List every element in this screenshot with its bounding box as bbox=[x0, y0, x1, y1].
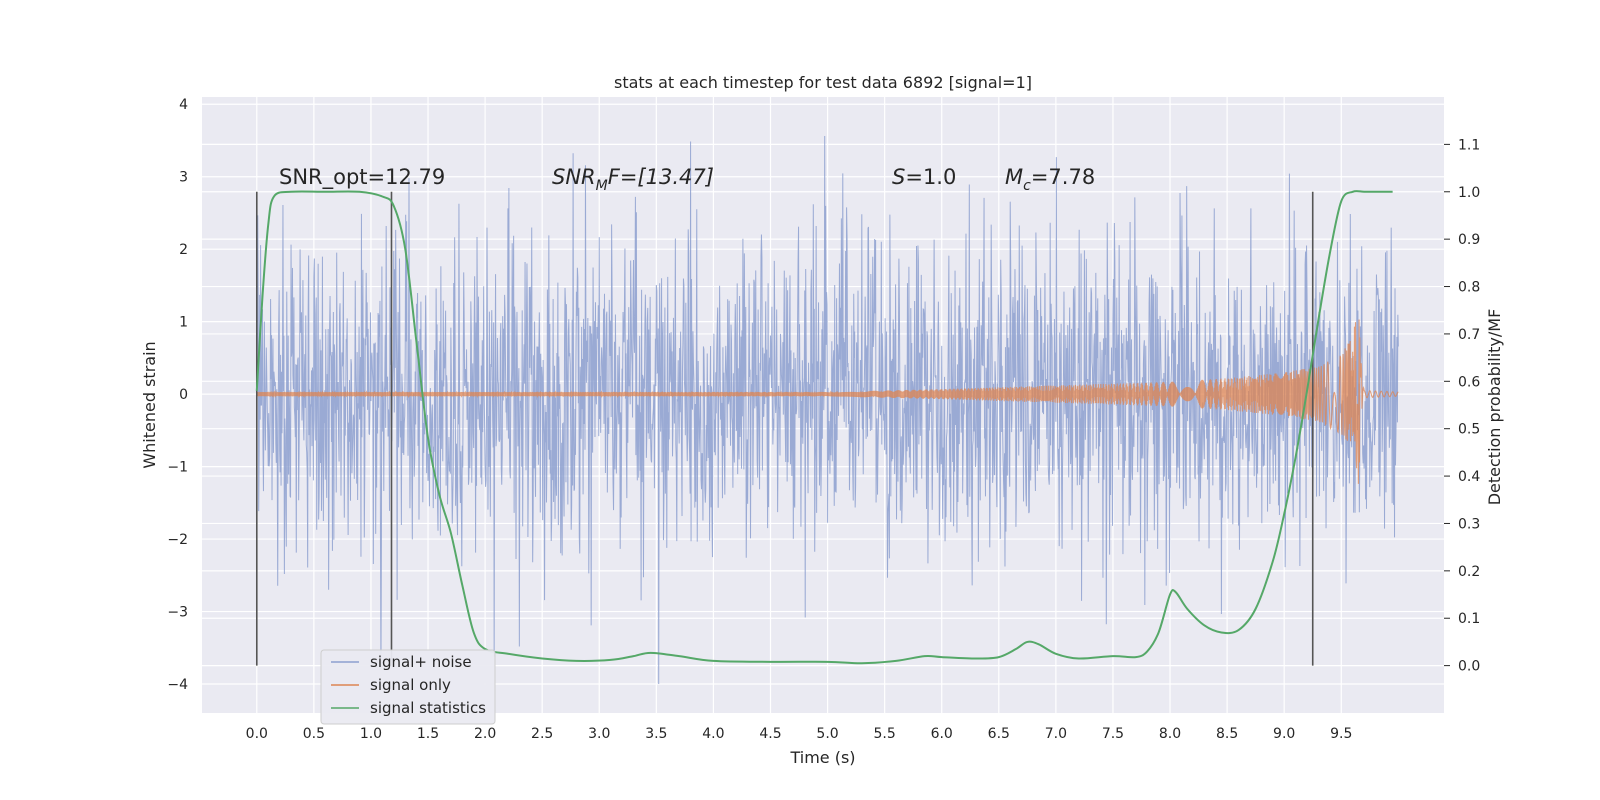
annotation-s-rest: =1.0 bbox=[905, 165, 956, 189]
legend-box bbox=[320, 649, 496, 725]
y2-tick-label: 0.1 bbox=[1458, 611, 1480, 627]
stats-trace bbox=[255, 190, 1393, 665]
y2-tick-label: 0.9 bbox=[1458, 232, 1480, 248]
y2-tick-labels: 1.1 1.0 0.9 0.8 0.7 0.6 0.5 0.4 0.3 0.2 0.1 0.0 bbox=[1444, 137, 1480, 675]
x-tick-label: 3.0 bbox=[588, 726, 610, 742]
annotation-snr-opt: SNR_opt=12.79 bbox=[279, 165, 445, 190]
annotation-snr-mf-rest: F=[13.47] bbox=[608, 165, 714, 189]
x-tick-label: 1.5 bbox=[417, 726, 439, 742]
y-axis-label: Whitened strain bbox=[140, 341, 159, 468]
legend: signal+ noise signal only signal statist… bbox=[320, 649, 496, 725]
annotation-s: S=1.0 bbox=[892, 165, 956, 189]
annotation-s-var: S bbox=[892, 165, 905, 189]
y2-tick-label: 0.7 bbox=[1458, 327, 1480, 343]
y-tick-label: 1 bbox=[179, 315, 188, 331]
series-signal-statistics bbox=[255, 190, 1393, 665]
x-tick-label: 3.5 bbox=[645, 726, 667, 742]
legend-label-signal-plus-noise: signal+ noise bbox=[370, 653, 472, 671]
x-tick-label: 6.5 bbox=[988, 726, 1010, 742]
x-tick-label: 5.5 bbox=[874, 726, 896, 742]
annotation-mc: Mc=7.78 bbox=[1005, 165, 1095, 194]
x-axis-label: Time (s) bbox=[789, 748, 855, 767]
y2-tick-label: 0.0 bbox=[1458, 659, 1480, 675]
x-tick-label: 0.0 bbox=[246, 726, 268, 742]
x-tick-label: 2.0 bbox=[474, 726, 496, 742]
series-signal-only bbox=[256, 319, 1399, 484]
annotation-snr-mf-sub: M bbox=[596, 178, 608, 194]
x-tick-label: 9.0 bbox=[1273, 726, 1295, 742]
legend-label-signal-statistics: signal statistics bbox=[370, 699, 486, 717]
annotation-snr-mf: SNRMF=[13.47] bbox=[552, 165, 714, 194]
annotation-snr-mf-var: SNR bbox=[552, 165, 596, 189]
y2-tick-label: 0.6 bbox=[1458, 374, 1480, 390]
signal-trace bbox=[256, 319, 1399, 484]
x-tick-label: 8.5 bbox=[1216, 726, 1238, 742]
x-tick-label: 7.0 bbox=[1045, 726, 1067, 742]
x-tick-label: 7.5 bbox=[1102, 726, 1124, 742]
x-tick-label: 5.0 bbox=[816, 726, 838, 742]
series-signal-plus-noise bbox=[256, 135, 1399, 685]
y2-tick-label: 0.4 bbox=[1458, 469, 1480, 485]
x-tick-label: 6.0 bbox=[931, 726, 953, 742]
y2-axis-label: Detection probability/MF bbox=[1485, 309, 1504, 506]
y2-tick-label: 1.0 bbox=[1458, 185, 1480, 201]
y-tick-label: 2 bbox=[179, 242, 188, 258]
y-tick-label: 0 bbox=[179, 387, 188, 403]
chart-title: stats at each timestep for test data 689… bbox=[614, 73, 1032, 92]
annotation-mc-rest: =7.78 bbox=[1031, 165, 1095, 189]
x-tick-label: 4.0 bbox=[702, 726, 724, 742]
y-tick-label: −3 bbox=[167, 605, 188, 621]
y2-tick-label: 0.2 bbox=[1458, 564, 1480, 580]
x-tick-label: 1.0 bbox=[360, 726, 382, 742]
vertical-lines bbox=[255, 191, 1314, 666]
annotation-mc-sub: c bbox=[1023, 178, 1031, 194]
y-tick-label: −4 bbox=[167, 677, 188, 693]
y-tick-label: −1 bbox=[167, 460, 188, 476]
x-tick-label: 8.0 bbox=[1159, 726, 1181, 742]
annotation-mc-var: M bbox=[1005, 165, 1023, 189]
y-tick-labels: 4 3 2 1 0 −1 −2 −3 −4 bbox=[167, 97, 188, 693]
y2-tick-label: 0.3 bbox=[1458, 516, 1480, 532]
noise-trace bbox=[256, 135, 1399, 685]
x-tick-label: 4.5 bbox=[759, 726, 781, 742]
x-tick-label: 9.5 bbox=[1330, 726, 1352, 742]
x-tick-label: 2.5 bbox=[531, 726, 553, 742]
x-tick-label: 0.5 bbox=[303, 726, 325, 742]
x-tick-labels: 0.0 0.5 1.0 1.5 2.0 2.5 3.0 3.5 4.0 4.5 5.0 5.5 6.0 6… bbox=[246, 726, 1353, 742]
legend-label-signal-only: signal only bbox=[370, 676, 451, 694]
y2-tick-label: 1.1 bbox=[1458, 137, 1480, 153]
y2-tick-label: 0.5 bbox=[1458, 422, 1480, 438]
y2-tick-label: 0.8 bbox=[1458, 280, 1480, 296]
y-tick-label: 3 bbox=[179, 170, 188, 186]
y-tick-label: −2 bbox=[167, 532, 188, 548]
y-tick-label: 4 bbox=[179, 97, 188, 113]
